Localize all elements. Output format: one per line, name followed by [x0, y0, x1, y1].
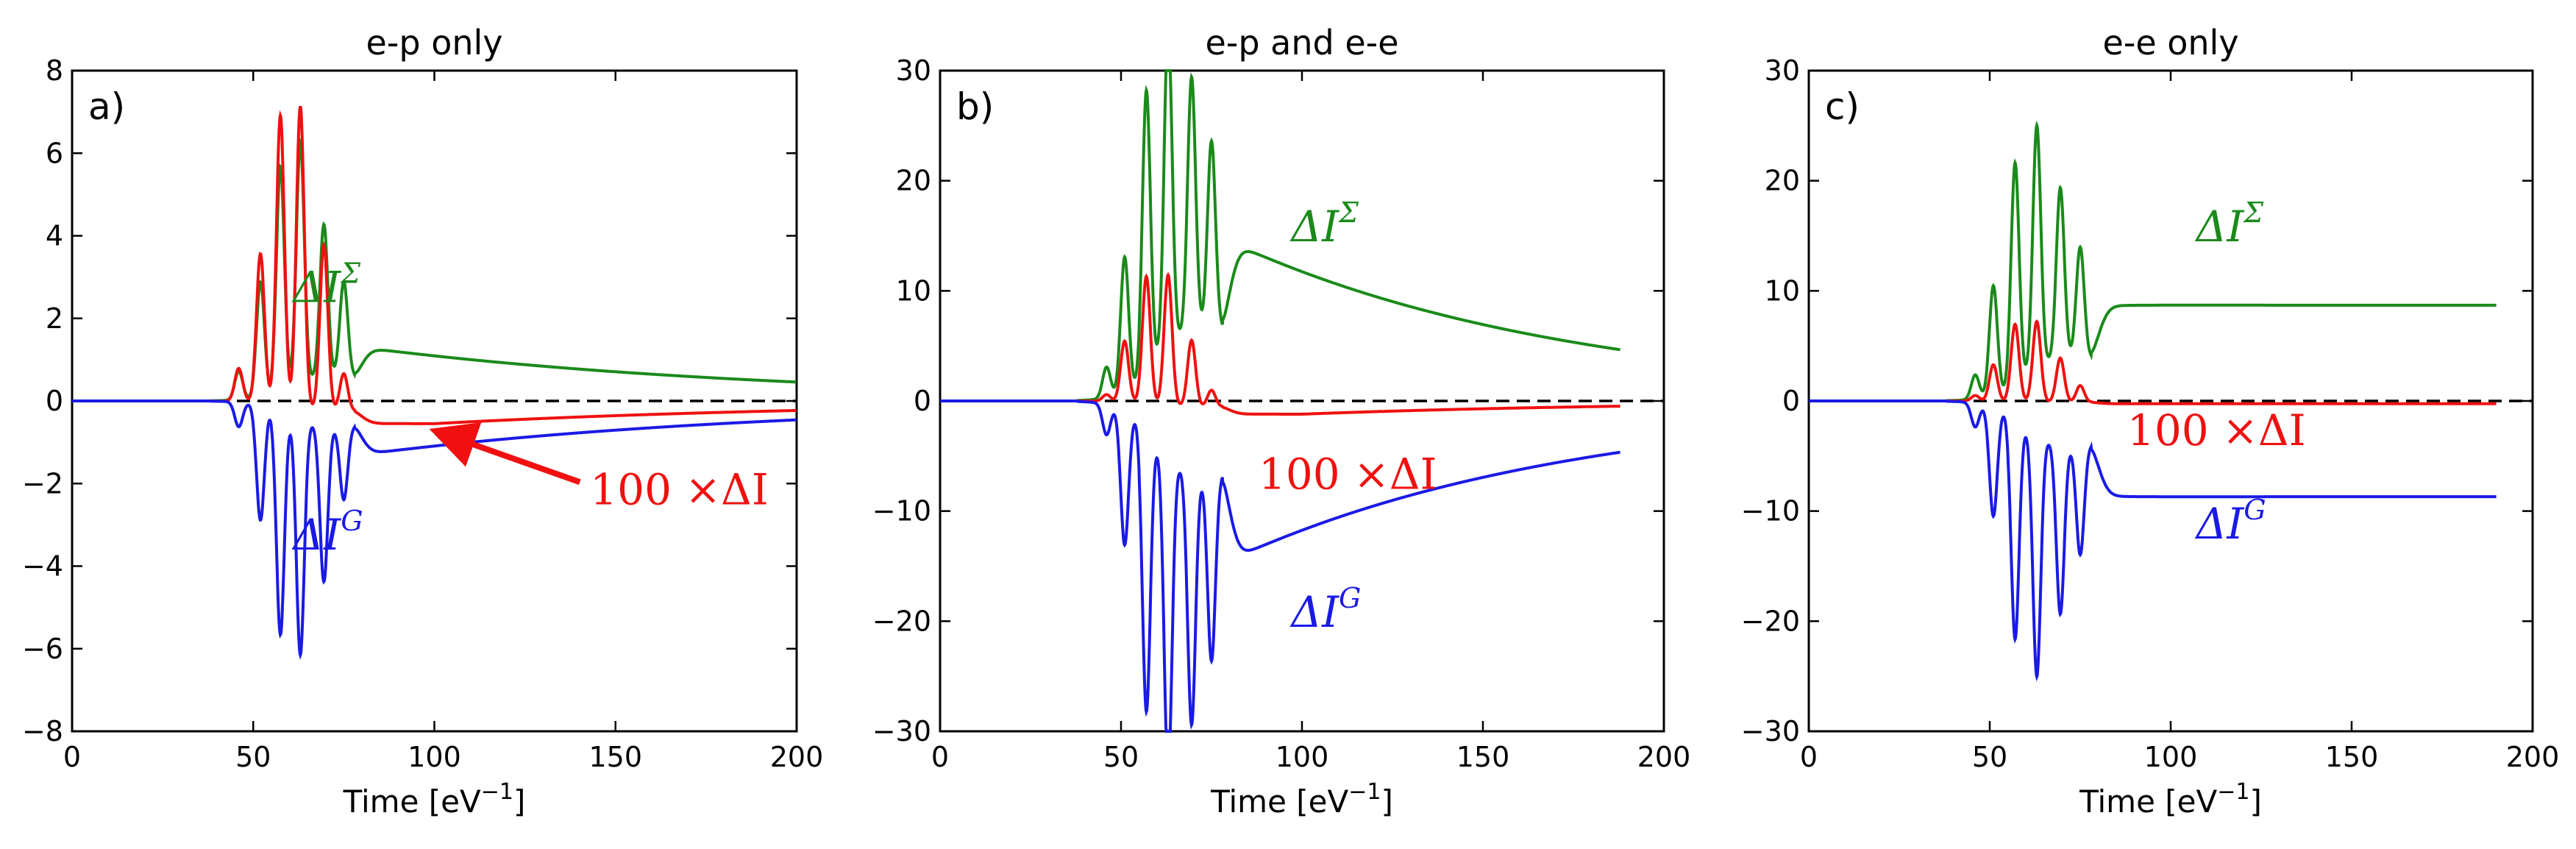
x-tick-label: 200 — [2506, 741, 2560, 773]
annotation-2: 100 ×ΔI — [2127, 405, 2306, 455]
annotation-2: 100 ×ΔI — [590, 464, 769, 514]
x-tick-label: 50 — [1103, 741, 1139, 773]
chart-title: e-p only — [366, 23, 502, 63]
y-tick-label: 8 — [46, 54, 63, 87]
x-tick-label: 150 — [1456, 741, 1510, 773]
x-tick-label: 0 — [1800, 741, 1818, 773]
y-tick-label: 4 — [46, 220, 63, 252]
annotation-arrow — [429, 422, 581, 486]
y-tick-label: −2 — [22, 467, 63, 500]
annotation-3: ΔIG — [2194, 494, 2266, 549]
x-tick-label: 100 — [2144, 741, 2198, 773]
x-axis-label: Time [eV−1] — [343, 779, 526, 820]
x-tick-label: 0 — [63, 741, 81, 773]
series-line-green — [72, 138, 797, 402]
y-tick-label: −30 — [872, 715, 931, 747]
y-tick-label: 30 — [1765, 54, 1800, 87]
chart-title: e-e only — [2102, 23, 2238, 63]
y-tick-label: 20 — [896, 165, 931, 197]
x-tick-label: 150 — [588, 741, 642, 773]
x-tick-label: 100 — [1275, 741, 1329, 773]
annotation-3: ΔIG — [1289, 582, 1361, 637]
x-tick-label: 50 — [235, 741, 271, 773]
y-tick-label: 6 — [46, 137, 63, 169]
y-tick-label: −10 — [1741, 495, 1800, 527]
panel-label: b) — [956, 85, 994, 128]
series-line-blue — [1809, 399, 2497, 682]
panel-1: e-p only a) 0 50 100 150 200 −8 −6 −4 −2 0 2 4 6 8 Time … — [22, 23, 823, 820]
series-line-blue — [940, 399, 1620, 733]
x-tick-label: 150 — [2325, 741, 2379, 773]
y-tick-label: 2 — [46, 302, 63, 335]
panel-3: e-e only c) 0 50 100 150 200 −30 −20 −10 0 10 20 30 Ti… — [1741, 23, 2559, 820]
y-tick-label: −10 — [872, 495, 931, 527]
y-tick-label: −30 — [1741, 715, 1800, 747]
x-tick-label: 200 — [770, 741, 824, 773]
annotation-2: 100 ×ΔI — [1259, 450, 1437, 500]
annotation-3: ΔIG — [291, 505, 363, 560]
x-tick-label: 200 — [1637, 741, 1691, 773]
series-line-green — [1809, 120, 2497, 402]
y-tick-label: 10 — [1765, 274, 1800, 307]
x-tick-label: 100 — [408, 741, 461, 773]
series-line-red — [940, 271, 1620, 416]
series-line-red — [1809, 319, 2497, 405]
x-axis-label: Time [eV−1] — [1210, 779, 1393, 820]
y-tick-label: −6 — [22, 633, 63, 665]
panel-2: e-p and e-e b) 0 50 100 150 200 −30 −20 −10 0 10 20 3… — [872, 23, 1690, 820]
series-line-green — [940, 69, 1620, 402]
annotation-1: ΔIΣ — [2194, 196, 2264, 252]
y-tick-label: 10 — [896, 274, 931, 307]
series-line-blue — [72, 399, 797, 660]
panel-label: a) — [88, 85, 125, 128]
y-tick-label: 30 — [896, 54, 931, 87]
annotation-1: ΔIΣ — [1289, 196, 1359, 252]
y-tick-label: −8 — [22, 715, 63, 747]
x-tick-label: 50 — [1972, 741, 2007, 773]
y-tick-label: 20 — [1765, 165, 1800, 197]
y-tick-label: −20 — [1741, 605, 1800, 637]
chart-title: e-p and e-e — [1205, 23, 1398, 63]
x-tick-label: 0 — [931, 741, 949, 773]
annotation-1: ΔIΣ — [291, 257, 361, 312]
y-tick-label: −4 — [22, 550, 63, 583]
y-tick-label: −20 — [872, 605, 931, 637]
y-tick-label: 0 — [1782, 385, 1800, 417]
x-axis-label: Time [eV−1] — [2079, 779, 2262, 820]
y-tick-label: 0 — [46, 385, 63, 417]
y-tick-label: 0 — [914, 385, 931, 417]
panel-label: c) — [1825, 85, 1860, 128]
